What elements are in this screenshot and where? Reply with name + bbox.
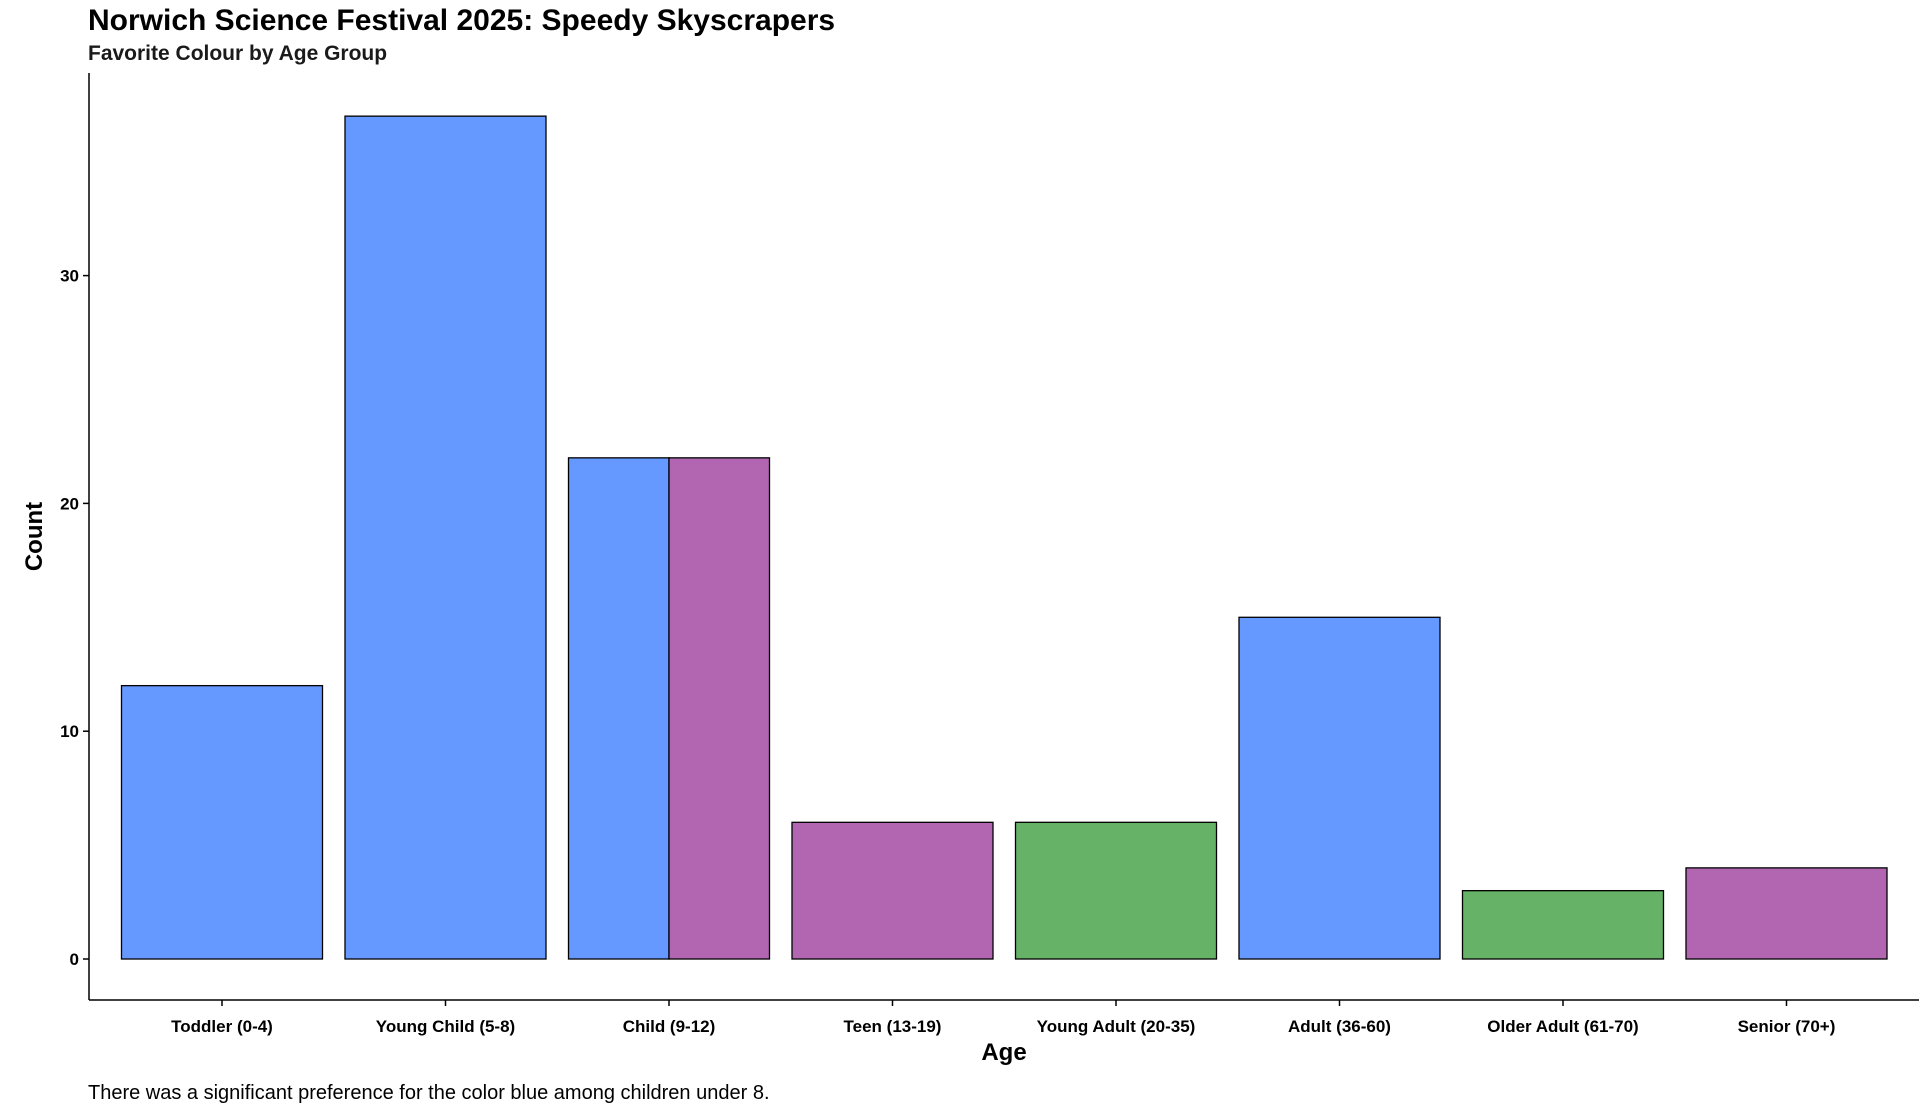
bar-teen-13-19-purple <box>791 821 994 960</box>
y-axis-title: Count <box>21 502 48 571</box>
x-axis-ticks: Toddler (0-4) Young Child (5-8) Child (9-1… <box>171 1000 1835 1036</box>
bar-adult-36-60-blue <box>1238 616 1441 960</box>
x-tick-label: Senior (70+) <box>1738 1017 1836 1036</box>
bar-young-child-5-8-blue <box>344 115 547 960</box>
x-tick-label: Older Adult (61-70) <box>1487 1017 1638 1036</box>
x-tick-label: Young Adult (20-35) <box>1037 1017 1196 1036</box>
y-tick-label: 10 <box>60 722 79 741</box>
y-axis-ticks: 0 10 20 30 <box>60 267 89 969</box>
chart-subtitle: Favorite Colour by Age Group <box>88 42 388 65</box>
x-tick-label: Child (9-12) <box>623 1017 716 1036</box>
bars-layer <box>120 115 1888 960</box>
y-tick-label: 30 <box>60 267 79 286</box>
bar-older-adult-61-70-green <box>1461 890 1665 960</box>
chart-title: Norwich Science Festival 2025: Speedy Sk… <box>88 4 836 37</box>
x-axis-title: Age <box>981 1039 1026 1066</box>
bar-young-adult-20-35-green <box>1014 821 1218 960</box>
x-tick-label: Young Child (5-8) <box>376 1017 515 1036</box>
x-tick-label: Toddler (0-4) <box>171 1017 273 1036</box>
bar-child-9-12-blue <box>567 457 670 960</box>
bar-child-9-12-purple <box>668 457 771 960</box>
y-tick-label: 0 <box>70 950 79 969</box>
x-tick-label: Teen (13-19) <box>844 1017 942 1036</box>
bar-senior-70-purple <box>1685 867 1888 960</box>
x-tick-label: Adult (36-60) <box>1288 1017 1391 1036</box>
y-tick-label: 20 <box>60 494 79 513</box>
chart-caption: There was a significant preference for t… <box>88 1082 770 1104</box>
bar-toddler-0-4-blue <box>120 684 324 960</box>
